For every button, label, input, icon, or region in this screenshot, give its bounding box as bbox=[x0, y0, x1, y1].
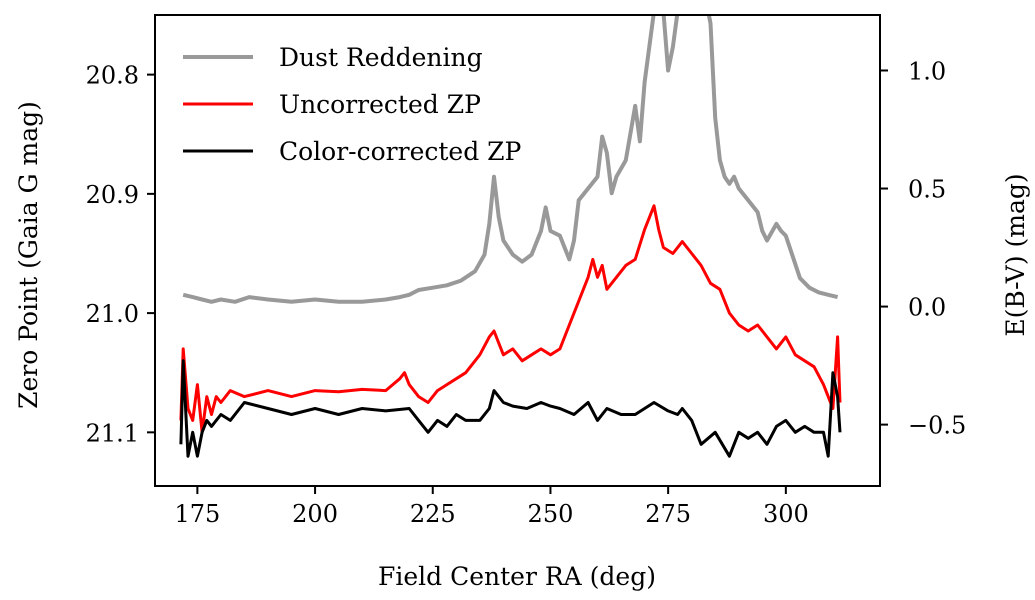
x-tick-label: 200 bbox=[292, 500, 338, 528]
x-axis-title: Field Center RA (deg) bbox=[378, 562, 656, 591]
plot-frame bbox=[154, 14, 881, 487]
x-tick-label: 225 bbox=[410, 500, 456, 528]
x-tick-label: 300 bbox=[763, 500, 809, 528]
series-line-color-corrected-zp bbox=[179, 359, 842, 458]
y-tick-label-right: −0.5 bbox=[908, 412, 966, 440]
x-tick-label: 175 bbox=[174, 500, 220, 528]
series-line-dust-reddening bbox=[182, 15, 839, 304]
y-axis-title-right: E(B-V) (mag) bbox=[1001, 173, 1030, 336]
y-axis-title-left: Zero Point (Gaia G mag) bbox=[14, 101, 43, 409]
y-tick-label-right: 0.0 bbox=[908, 294, 946, 322]
y-tick-label-left: 20.9 bbox=[86, 181, 139, 209]
y-tick-label-right: 1.0 bbox=[908, 57, 946, 85]
legend-label-color-corrected-zp: Color-corrected ZP bbox=[279, 137, 521, 166]
y-tick-label-left: 21.1 bbox=[86, 419, 139, 447]
legend: Dust Reddening Uncorrected ZP Color-corr… bbox=[183, 43, 521, 166]
x-tick-label: 250 bbox=[528, 500, 574, 528]
y-tick-label-left: 21.0 bbox=[86, 300, 139, 328]
x-tick-label: 275 bbox=[645, 500, 691, 528]
legend-label-dust-reddening: Dust Reddening bbox=[279, 43, 483, 72]
y-tick-label-left: 20.8 bbox=[86, 62, 139, 90]
y-tick-label-right: 0.5 bbox=[908, 176, 946, 204]
series-line-uncorrected-zp bbox=[179, 204, 842, 434]
legend-label-uncorrected-zp: Uncorrected ZP bbox=[279, 90, 481, 119]
